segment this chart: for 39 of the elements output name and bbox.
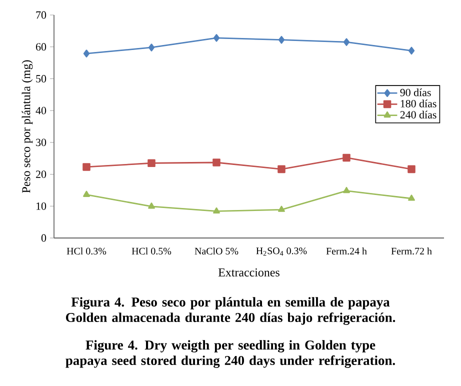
legend-label: 240 días: [400, 110, 436, 118]
caption: Figure 4. Dry weigth per seedling in Golden type papaya seed stored during 240 days under refrigeration.: [66, 340, 395, 368]
y-tick-label: 50: [36, 75, 46, 82]
y-tick-label: 70: [36, 11, 46, 19]
y-tick-label: 20: [36, 170, 46, 178]
point: [212, 158, 220, 166]
point: [213, 207, 220, 214]
point: [148, 44, 155, 52]
point: [213, 34, 220, 42]
point: [278, 36, 285, 44]
y-tick-label: 0: [41, 234, 46, 242]
x-tick-label: NaClO 5%: [194, 247, 238, 255]
x-tick-label: HCl 0.5%: [132, 247, 172, 255]
y-tick-label: 10: [36, 202, 46, 210]
point: [343, 186, 350, 194]
point: [82, 163, 90, 171]
x-tick-label: Ferm.72 h: [391, 247, 432, 255]
point: [148, 202, 155, 209]
point: [148, 159, 156, 168]
point: [342, 154, 350, 162]
x-axis-title: Extracciones: [218, 268, 280, 276]
x-tick-label: H$_{2}$SO$_{4}$ 0.3%: [256, 247, 307, 256]
y-tick-label: 30: [36, 138, 46, 146]
y-tick-label: 60: [36, 43, 46, 51]
text: Figura 4. Peso seco por plántula en semilla de papaya Golden almacenada durante 240 días bajo refrigeración.: [66, 297, 396, 325]
legend-label: 90 días: [400, 88, 431, 96]
point: [408, 46, 415, 55]
point: [83, 190, 90, 197]
legend-label: 180 días: [400, 100, 436, 108]
point: [83, 50, 90, 58]
point: [408, 165, 416, 174]
point: [278, 206, 285, 212]
point: [408, 194, 415, 201]
y-tick-label: 40: [36, 106, 46, 114]
point: [278, 165, 286, 174]
y-axis-title: Peso seco por plántula (mg): [22, 60, 33, 193]
x-tick-label: Ferm.24 h: [326, 247, 367, 255]
point: [343, 38, 350, 46]
x-tick-label: HCl 0.3%: [66, 247, 106, 255]
